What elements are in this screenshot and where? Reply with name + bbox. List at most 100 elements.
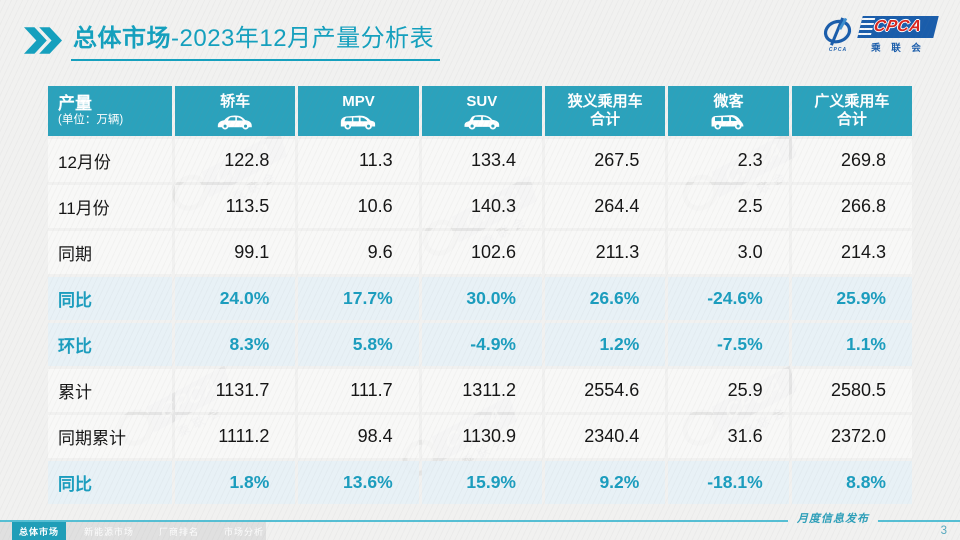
table-cell: 2.5 (668, 185, 789, 228)
page-title-highlight: 总体市场 (73, 25, 171, 52)
table-row: 累计 1131.7 111.7 1311.2 2554.6 25.9 2580.5 (48, 369, 912, 412)
row-label: 同期 (48, 231, 172, 274)
production-table: 产量 (单位：万辆) 轿车 MPV SUV 狭义乘用车 合计 微客 广义乘用车 合计 12月份… (48, 86, 912, 507)
table-cell: 11.3 (298, 139, 419, 182)
table-row: 11月份 113.5 10.6 140.3 264.4 2.5 266.8 (48, 185, 912, 228)
corner-subtitle: (单位：万辆) (58, 113, 124, 126)
table-cell: 5.8% (298, 323, 419, 366)
tab-overall-market[interactable]: 总体市场 (12, 522, 67, 540)
table-cell: 102.6 (421, 231, 542, 274)
column-header-label: 广义乘用车 (814, 93, 890, 110)
corner-title: 产量 (58, 94, 92, 114)
table-cell: 17.7% (298, 277, 419, 320)
page-title-rest: -2023年12月产量分析表 (171, 25, 435, 52)
footer-divider-line (0, 520, 960, 522)
table-cell: 31.6 (668, 415, 789, 458)
table-cell: 214.3 (791, 231, 912, 274)
sedan-icon (213, 112, 257, 130)
table-cell: -7.5% (668, 323, 789, 366)
table-cell: 2340.4 (545, 415, 666, 458)
table-cell: 3.0 (668, 231, 789, 274)
table-row: 12月份 122.8 11.3 133.4 267.5 2.3 269.8 (48, 139, 912, 182)
column-header: 狭义乘用车 合计 (545, 86, 666, 136)
table-cell: -18.1% (668, 461, 789, 504)
cpca-logo: CPCA CPCA 乘 联 会 (819, 16, 939, 54)
cpca-band: CPCA (857, 16, 939, 38)
table-cell: 9.6 (298, 231, 419, 274)
column-header-label: 轿车 (220, 92, 251, 110)
table-cell: 211.3 (545, 231, 666, 274)
row-label: 同比 (48, 277, 172, 320)
tab-market-analysis[interactable]: 市场分析 (224, 526, 265, 537)
row-label: 同期累计 (48, 415, 172, 458)
association-name: 乘 联 会 (871, 43, 925, 54)
cpca-wordmark: CPCA (872, 18, 924, 35)
column-header-label: 狭义乘用车 (567, 93, 643, 110)
table-cell: -24.6% (668, 277, 789, 320)
column-header-label: 合计 (836, 111, 867, 128)
publication-text: 月度信息发布 (797, 512, 869, 525)
table-cell: 133.4 (421, 139, 542, 182)
column-header: 微客 (668, 86, 789, 136)
column-header-label: 合计 (590, 111, 621, 128)
double-chevron-icon (24, 27, 62, 54)
page-title: 总体市场-2023年12月产量分析表 (71, 24, 441, 61)
tab-nev-market[interactable]: 新能源市场 (84, 526, 135, 537)
table-cell: 9.2% (545, 461, 666, 504)
table-cell: 1131.7 (175, 369, 296, 412)
table-cell: 30.0% (421, 277, 542, 320)
table-header-row: 产量 (单位：万辆) 轿车 MPV SUV 狭义乘用车 合计 微客 广义乘用车 合计 (48, 86, 912, 136)
table-cell: 1.8% (175, 461, 296, 504)
table-row: 同期 99.1 9.6 102.6 211.3 3.0 214.3 (48, 231, 912, 274)
table-cell: 26.6% (545, 277, 666, 320)
table-cell: 1.2% (545, 323, 666, 366)
column-header: 广义乘用车 合计 (791, 86, 912, 136)
table-cell: 2554.6 (545, 369, 666, 412)
table-cell: 1.1% (791, 323, 912, 366)
logo-wordmark: CPCA 乘 联 会 (857, 16, 939, 54)
table-cell: 2.3 (668, 139, 789, 182)
row-label: 累计 (48, 369, 172, 412)
suv-icon (460, 112, 504, 130)
table-cell: 15.9% (421, 461, 542, 504)
publication-label: 月度信息发布 (788, 509, 878, 527)
corner-header-cell: 产量 (单位：万辆) (48, 86, 172, 136)
table-cell: 111.7 (298, 369, 419, 412)
table-cell: 264.4 (545, 185, 666, 228)
column-header: SUV (421, 86, 542, 136)
table-cell: 2372.0 (791, 415, 912, 458)
row-label: 12月份 (48, 139, 172, 182)
tab-manufacturer-ranking[interactable]: 厂商排名 (159, 526, 200, 537)
table-cell: 140.3 (421, 185, 542, 228)
table-cell: 99.1 (175, 231, 296, 274)
table-cell: 122.8 (175, 139, 296, 182)
table-cell: 269.8 (791, 139, 912, 182)
table-cell: 267.5 (545, 139, 666, 182)
table-cell: 8.3% (175, 323, 296, 366)
table-cell: 98.4 (298, 415, 419, 458)
column-header-label: 微客 (713, 92, 744, 110)
table-cell: 13.6% (298, 461, 419, 504)
footer-tab-strip: 总体市场 新能源市场 厂商排名 市场分析 (0, 522, 266, 540)
emblem-caption: CPCA (828, 47, 848, 53)
column-header-label: SUV (466, 92, 498, 110)
table-cell: 24.0% (175, 277, 296, 320)
row-label: 同比 (48, 461, 172, 504)
column-header: 轿车 (175, 86, 296, 136)
table-row: 同期累计 1111.2 98.4 1130.9 2340.4 31.6 2372.0 (48, 415, 912, 458)
table-cell: 1111.2 (175, 415, 296, 458)
cpca-emblem-icon: CPCA (819, 17, 857, 53)
row-label: 环比 (48, 323, 172, 366)
table-cell: 1311.2 (421, 369, 542, 412)
column-header-label: MPV (342, 92, 375, 110)
mpv-icon (336, 112, 380, 130)
column-header: MPV (298, 86, 419, 136)
table-row: 环比 8.3% 5.8% -4.9% 1.2% -7.5% 1.1% (48, 323, 912, 366)
title-row: 总体市场-2023年12月产量分析表 (24, 24, 441, 61)
table-cell: 1130.9 (421, 415, 542, 458)
table-cell: 2580.5 (791, 369, 912, 412)
table-cell: 25.9% (791, 277, 912, 320)
table-cell: 113.5 (175, 185, 296, 228)
row-label: 11月份 (48, 185, 172, 228)
